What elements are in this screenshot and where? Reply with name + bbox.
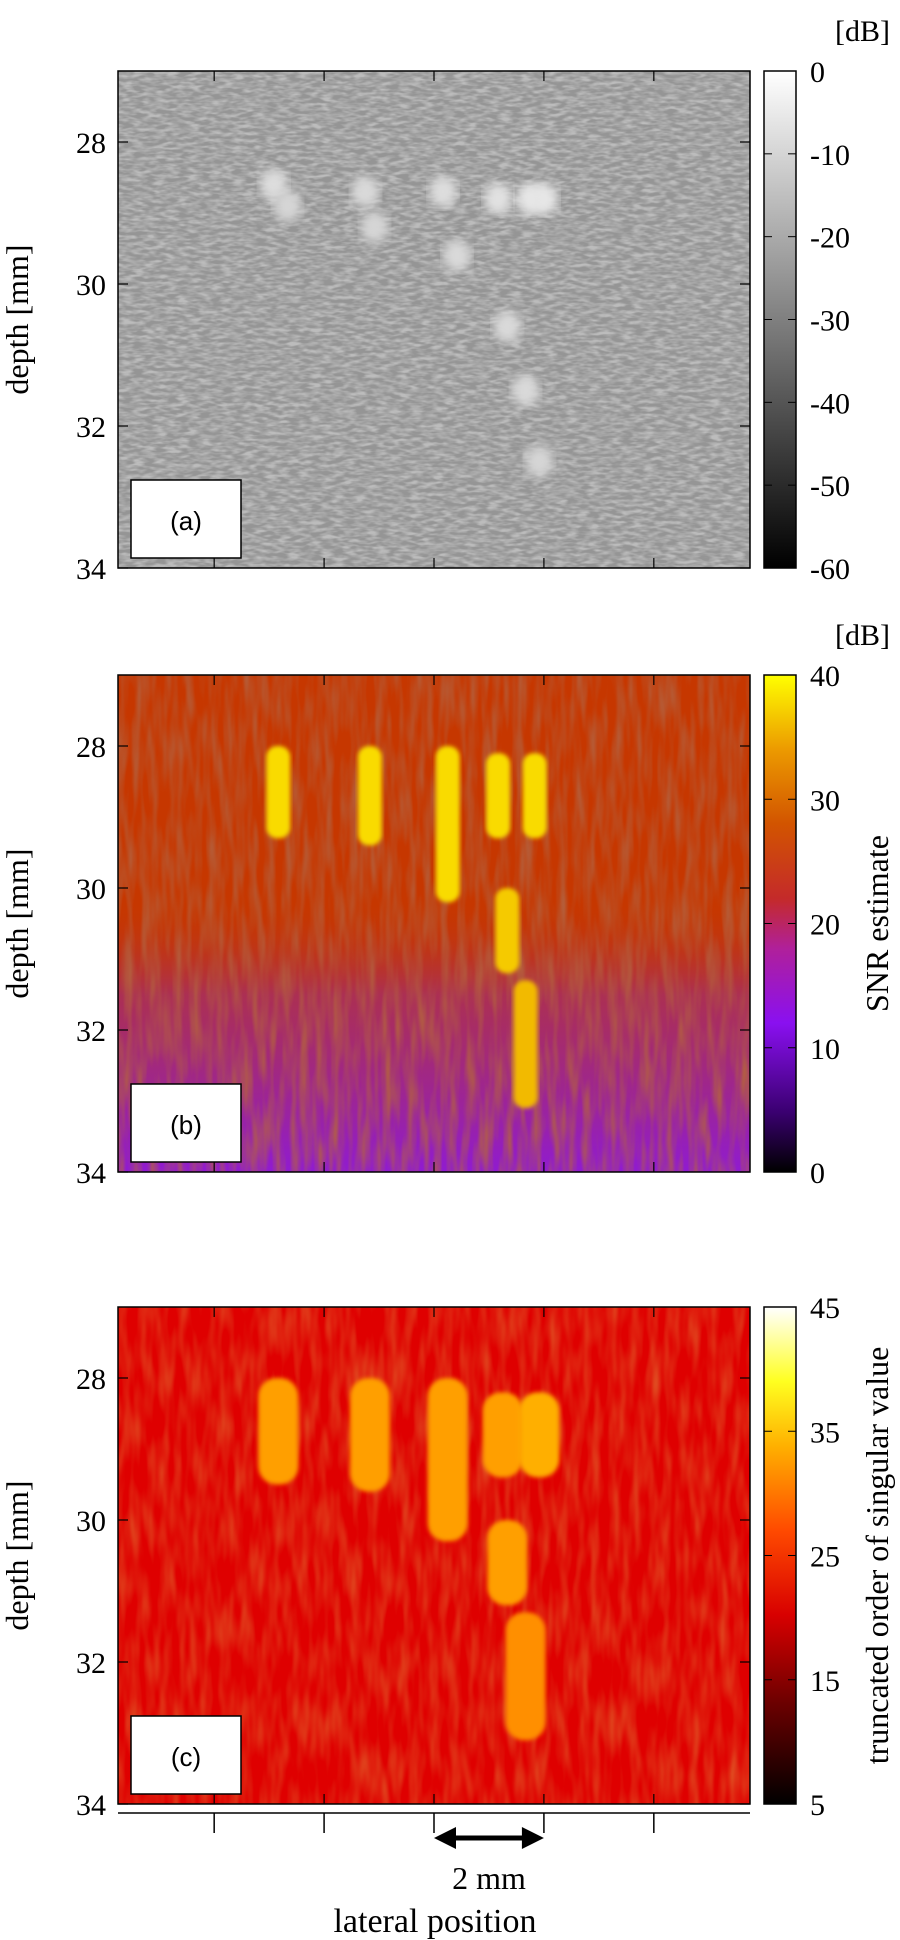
- heatmap-a: [118, 71, 750, 568]
- y-tick-label: 32: [76, 411, 106, 444]
- colorbar-tick-label: -30: [810, 305, 850, 338]
- y-tick-label: 30: [76, 1505, 106, 1538]
- y-tick-label: 34: [76, 1157, 106, 1190]
- target-point: [484, 182, 513, 215]
- scale-bar-arrow-left: [434, 1827, 456, 1849]
- target-point: [351, 175, 380, 208]
- colorbar-tick-label: 25: [810, 1541, 840, 1574]
- panel-c: 28 30 32 34 depth [mm] (c) 45 35 25 15 5 truncated …: [0, 1292, 895, 1822]
- colorbar-tick-label: 30: [810, 784, 840, 817]
- colorbar-tick-label: 45: [810, 1292, 840, 1325]
- colorbar-tick-label: -40: [810, 387, 850, 420]
- target-point: [486, 753, 511, 839]
- panel-label: (a): [170, 506, 202, 536]
- target-point: [493, 310, 522, 343]
- y-axis-label: depth [mm]: [0, 848, 35, 998]
- y-tick-label: 28: [76, 127, 106, 160]
- target-point: [442, 239, 471, 272]
- y-tick-label: 28: [76, 731, 106, 764]
- target-point: [427, 1378, 468, 1542]
- panel-label-box: [130, 1083, 242, 1163]
- target-point: [505, 1612, 546, 1741]
- heatmap-c: [118, 1307, 750, 1804]
- colorbar-tick-label: 0: [810, 1157, 825, 1190]
- colorbar-tick-label: -10: [810, 139, 850, 172]
- target-point: [511, 374, 540, 407]
- colorbar-title: truncated order of singular value: [859, 1347, 895, 1765]
- colorbar-unit: [dB]: [835, 619, 890, 652]
- y-tick-label: 32: [76, 1015, 106, 1048]
- target-point: [429, 175, 458, 208]
- panel-label: (b): [170, 1110, 202, 1140]
- y-tick-label: 34: [76, 553, 106, 586]
- colorbar-tick-label: 15: [810, 1665, 840, 1698]
- target-point: [487, 1520, 528, 1606]
- scale-bar-label: 2 mm: [452, 1860, 526, 1896]
- colorbar-tick-label: 5: [810, 1789, 825, 1822]
- y-axis-label: depth [mm]: [0, 1480, 35, 1630]
- target-point: [360, 211, 389, 244]
- scale-bar-arrow-right: [521, 1827, 544, 1849]
- panel-label: (c): [171, 1742, 201, 1772]
- target-point: [357, 746, 382, 846]
- colorbar-tick-label: -50: [810, 470, 850, 503]
- target-point: [258, 1378, 299, 1485]
- colorbar-tick-label: 20: [810, 909, 840, 942]
- colorbar-tick-label: -60: [810, 553, 850, 586]
- y-tick-label: 28: [76, 1363, 106, 1396]
- colorbar-tick-label: -20: [810, 222, 850, 255]
- target-point: [513, 980, 538, 1109]
- bottom-axis: 2 mm lateral position: [118, 1812, 750, 1940]
- panel-a: 28 30 32 34 depth [mm] (a) 0 -10 -20 -30 -40 -50 -60…: [0, 15, 890, 586]
- y-tick-label: 30: [76, 269, 106, 302]
- target-point: [529, 182, 558, 215]
- x-axis-label: lateral position: [333, 1903, 536, 1940]
- panel-label-box: [130, 1715, 242, 1795]
- colorbar-tick-label: 10: [810, 1033, 840, 1066]
- colorbar-title: SNR estimate: [859, 835, 895, 1012]
- target-point: [522, 753, 547, 839]
- y-tick-label: 30: [76, 873, 106, 906]
- target-point: [435, 746, 460, 903]
- target-point: [266, 746, 291, 839]
- target-point: [349, 1378, 390, 1492]
- y-axis-label: depth [mm]: [0, 244, 35, 394]
- target-point: [482, 1392, 523, 1478]
- y-tick-label: 32: [76, 1647, 106, 1680]
- target-point: [495, 888, 520, 974]
- colorbar-tick-label: 0: [810, 56, 825, 89]
- y-tick-label: 34: [76, 1789, 106, 1822]
- colorbar-unit: [dB]: [835, 15, 890, 48]
- panel-b: 28 30 32 34 depth [mm] (b) 40 30 20 10 0 [dB] SNR es…: [0, 619, 895, 1190]
- colorbar-tick-label: 40: [810, 660, 840, 693]
- target-point: [519, 1392, 560, 1478]
- target-point: [525, 445, 554, 478]
- panel-label-box: [130, 479, 242, 559]
- target-point: [273, 189, 302, 222]
- colorbar-tick-label: 35: [810, 1416, 840, 1449]
